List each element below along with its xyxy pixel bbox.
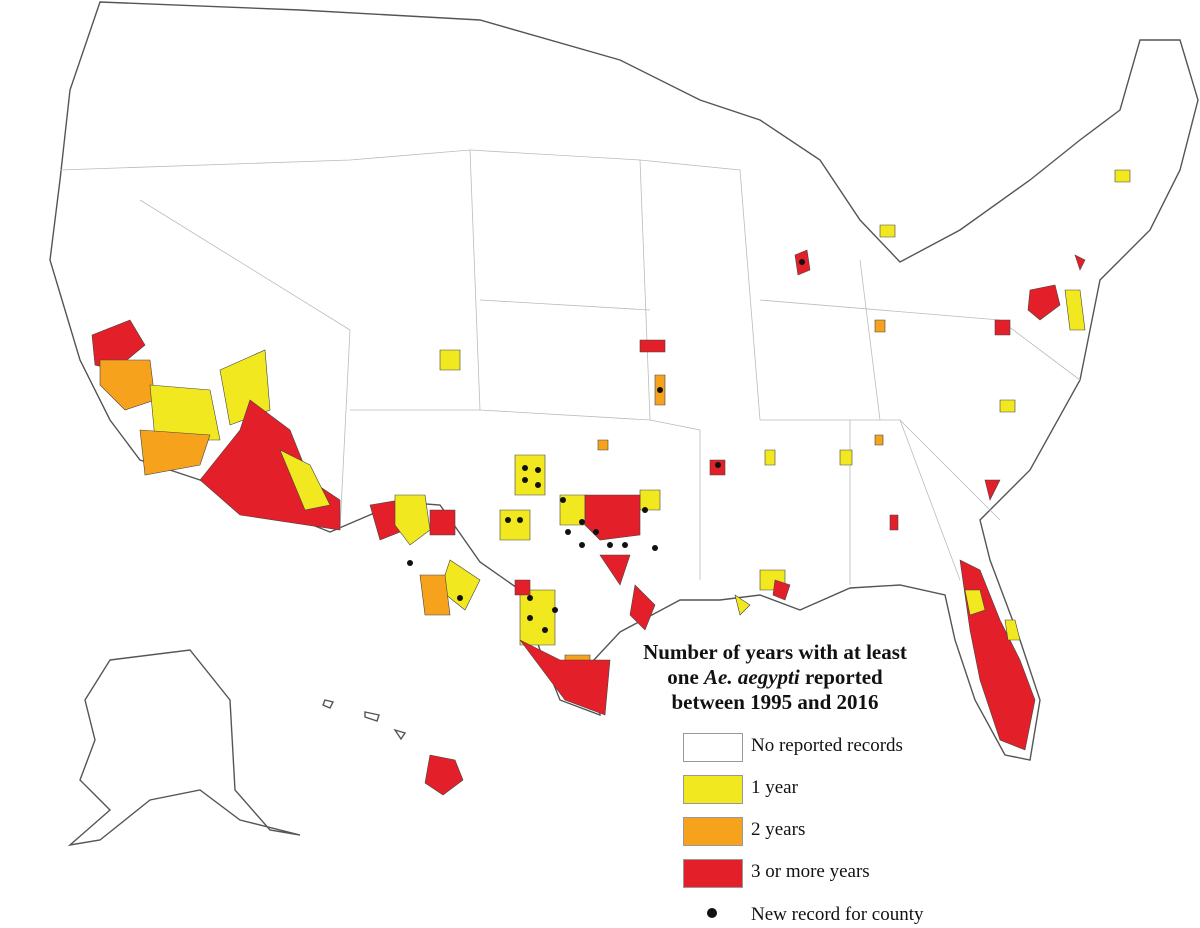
new-record-dot — [715, 462, 721, 468]
new-record-dot — [522, 477, 528, 483]
legend-label: 3 or more years — [751, 861, 870, 882]
new-record-dot — [535, 482, 541, 488]
new-record-dot — [657, 387, 663, 393]
new-record-dot — [505, 517, 511, 523]
new-record-dot — [527, 615, 533, 621]
new-record-dot — [652, 545, 658, 551]
contiguous-us — [49, 1, 1199, 761]
county-group — [149, 384, 221, 441]
county-group — [99, 359, 156, 411]
new-record-dot — [522, 465, 528, 471]
new-record-dot — [560, 497, 566, 503]
new-record-dot — [579, 519, 585, 525]
state-line — [59, 149, 1081, 585]
county-group — [514, 494, 656, 716]
alaska — [67, 649, 301, 847]
legend-swatch — [683, 817, 743, 846]
legend-marker — [707, 908, 717, 918]
legend-swatch — [683, 859, 743, 888]
new-record-dot — [527, 595, 533, 601]
legend-swatch — [683, 775, 743, 804]
new-record-dot — [622, 542, 628, 548]
new-record-dot — [517, 517, 523, 523]
new-record-dot — [552, 607, 558, 613]
new-record-dot — [642, 507, 648, 513]
legend-label: 2 years — [751, 819, 806, 840]
legend-title-species: Ae. aegypti — [704, 665, 800, 689]
new-record-dot — [407, 560, 413, 566]
county-group — [369, 499, 456, 541]
county-group — [424, 754, 464, 796]
legend-title-text: Number of years with at least one — [643, 640, 907, 689]
legend-label: No reported records — [751, 735, 903, 756]
new-record-dot — [565, 529, 571, 535]
county-group — [279, 449, 331, 511]
county-group — [439, 169, 1131, 466]
new-record-dot — [607, 542, 613, 548]
county-group — [597, 319, 886, 451]
new-record-dot — [593, 529, 599, 535]
new-record-dot — [457, 595, 463, 601]
new-record-dot — [579, 542, 585, 548]
new-record-dot — [535, 467, 541, 473]
legend-swatch — [683, 733, 743, 762]
legend-marker-label: New record for county — [751, 904, 924, 925]
county-group — [734, 569, 1021, 641]
legend-label: 1 year — [751, 777, 798, 798]
legend-title-text: reported between 1995 and 2016 — [671, 665, 883, 714]
new-record-dot — [542, 627, 548, 633]
county-group — [639, 249, 1086, 601]
county-group — [139, 429, 211, 476]
county-group — [91, 319, 146, 371]
legend-marker-item: New record for county — [683, 902, 983, 926]
legend-title: Number of years with at least one Ae. ae… — [640, 640, 910, 715]
new-record-dot — [799, 259, 805, 265]
hawaii-island — [322, 699, 407, 741]
